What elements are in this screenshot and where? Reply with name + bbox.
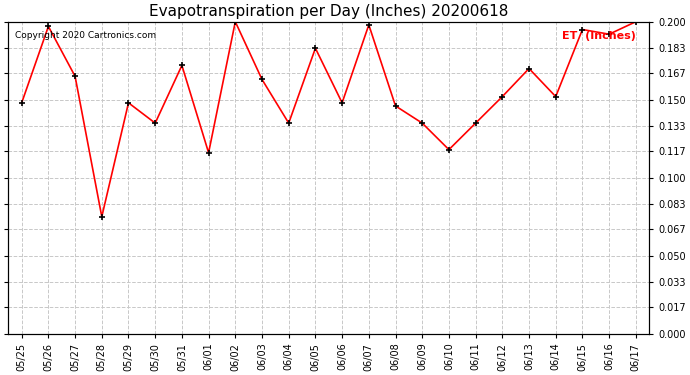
- Text: Copyright 2020 Cartronics.com: Copyright 2020 Cartronics.com: [14, 31, 156, 40]
- Text: ET  (Inches): ET (Inches): [562, 31, 636, 41]
- Title: Evapotranspiration per Day (Inches) 20200618: Evapotranspiration per Day (Inches) 2020…: [149, 4, 509, 19]
